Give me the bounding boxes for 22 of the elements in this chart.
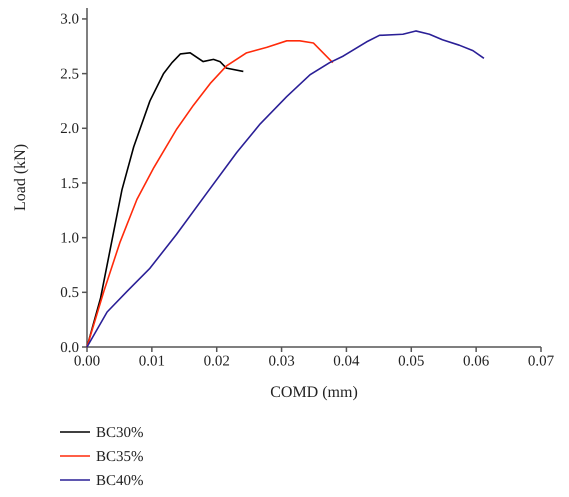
x-axis-title: COMD (mm) bbox=[270, 384, 358, 401]
y-tick-label: 2.5 bbox=[60, 66, 79, 82]
line-series bbox=[86, 40, 334, 348]
y-tick-label: 0.0 bbox=[60, 340, 79, 356]
x-tick-label: 0.05 bbox=[398, 354, 424, 370]
x-tick-label: 0.06 bbox=[463, 354, 490, 370]
y-tick-label: 1.5 bbox=[60, 176, 79, 192]
y-tick-label: 3.0 bbox=[60, 12, 79, 28]
x-tick-label: 0.07 bbox=[528, 354, 555, 370]
legend-label: BC30% bbox=[96, 425, 144, 441]
x-tick-label: 0.03 bbox=[268, 354, 295, 370]
x-tick-label: 0.02 bbox=[204, 354, 230, 370]
legend-label: BC35% bbox=[96, 449, 144, 465]
y-tick-label: 0.5 bbox=[60, 285, 79, 302]
x-tick-label: 0.00 bbox=[74, 354, 100, 370]
legend-label: BC40% bbox=[96, 473, 144, 489]
y-tick-label: 2.0 bbox=[60, 121, 79, 138]
x-tick-label: 0.04 bbox=[333, 354, 360, 370]
line-series bbox=[86, 30, 485, 348]
y-tick-label: 1.0 bbox=[60, 230, 79, 246]
x-tick-label: 0.01 bbox=[138, 354, 165, 370]
y-axis-title: Load (kN) bbox=[12, 144, 29, 212]
